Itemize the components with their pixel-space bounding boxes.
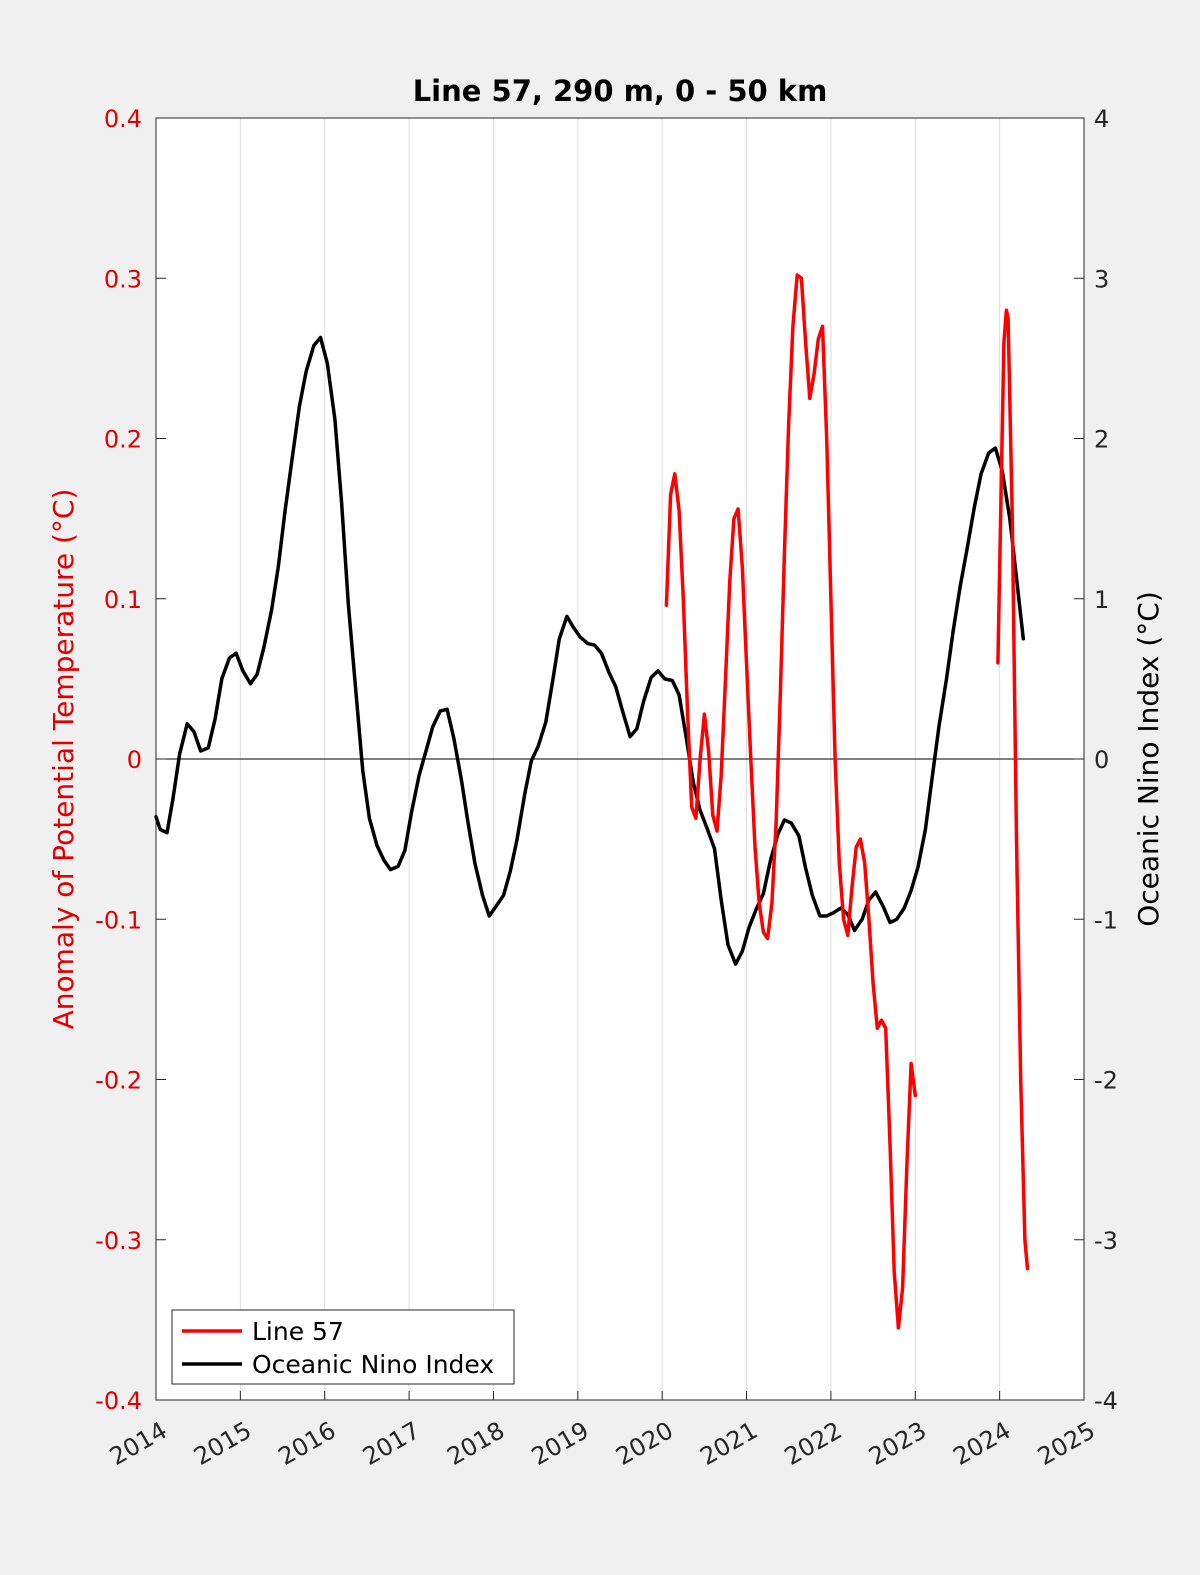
left-axis: -0.4 -0.3 -0.2 -0.1 0 0.1 0.2 0.3 0.4	[95, 105, 166, 1415]
line57-series-segment-0	[664, 273, 918, 1330]
series-layer	[154, 273, 1030, 1330]
right-tick-label: 0	[1094, 746, 1109, 774]
line57-series-segment-1	[996, 308, 1030, 1271]
left-tick-label: 0	[127, 746, 142, 774]
left-tick-label: -0.4	[95, 1387, 142, 1415]
legend-box	[171, 1309, 515, 1385]
right-tick-label: 4	[1094, 105, 1109, 133]
right-axis: -4 -3 -2 -1 0 1 2 3 4	[1074, 105, 1118, 1415]
right-tick-label: 3	[1094, 265, 1109, 293]
left-tick-label: 0.3	[104, 265, 142, 293]
left-tick-label: -0.2	[95, 1067, 142, 1095]
right-axis-label: Oceanic Nino Index (°C)	[1132, 591, 1165, 927]
right-tick-label: 2	[1094, 426, 1109, 454]
chart-title: Line 57, 290 m, 0 - 50 km	[413, 74, 828, 108]
left-tick-label: -0.3	[95, 1227, 142, 1255]
left-axis-label: Anomaly of Potential Temperature (°C)	[47, 489, 80, 1030]
legend-label-oni: Oceanic Nino Index	[252, 1350, 494, 1379]
right-tick-label: -1	[1094, 906, 1118, 934]
right-tick-label: -2	[1094, 1067, 1118, 1095]
left-tick-label: 0.2	[104, 426, 142, 454]
right-tick-label: -4	[1094, 1387, 1118, 1415]
oni-series-segment-0	[154, 335, 1026, 966]
left-tick-label: -0.1	[95, 906, 142, 934]
right-tick-label: -3	[1094, 1227, 1118, 1255]
legend: Line 57 Oceanic Nino Index	[171, 1309, 515, 1385]
legend-label-line57: Line 57	[252, 1317, 344, 1346]
left-tick-label: 0.1	[104, 586, 142, 614]
left-tick-label: 0.4	[104, 105, 142, 133]
right-tick-label: 1	[1094, 586, 1109, 614]
